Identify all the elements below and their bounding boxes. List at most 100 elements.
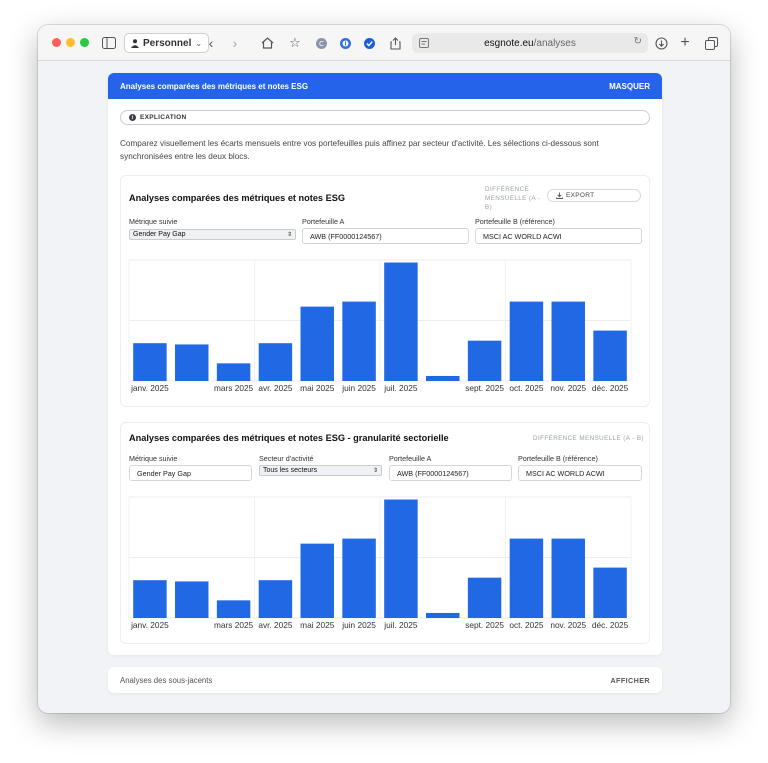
chart-bar[interactable] [467,577,502,618]
x-tick-label: mars 2025 [214,620,254,630]
panel-title: Analyses comparées des métriques et note… [129,433,449,443]
checkmark-extension-icon[interactable] [360,34,378,52]
reload-icon[interactable]: ↻ [633,36,642,47]
x-tick-label: janv. 2025 [130,620,169,630]
svg-text:C: C [319,40,324,48]
chart-bar[interactable] [216,600,251,618]
portfolio-a-label: Portefeuille A [389,454,432,463]
panel-subtitle: DIFFÉRENCE MENSUELLE (A - B) [485,186,541,211]
portfolio-a-field[interactable]: AWB (FF0000124567) [389,465,512,481]
extension-shield-icon[interactable]: C [312,34,330,52]
explanation-label: EXPLICATION [140,114,187,121]
x-tick-label: sept. 2025 [465,620,504,630]
reader-icon[interactable] [419,38,429,48]
portfolio-a-label: Portefeuille A [302,217,345,226]
sector-comparison-panel: Analyses comparées des métriques et note… [120,422,650,644]
intro-text: Comparez visuellement les écarts mensuel… [120,139,599,161]
chart-bar[interactable] [300,543,334,618]
export-button[interactable]: EXPORT [547,189,641,202]
chart-bar[interactable] [258,343,293,381]
chart-bar[interactable] [426,612,460,618]
x-tick-label: mai 2025 [300,620,335,630]
chevron-down-icon: ⌄ [195,38,203,48]
close-window-button[interactable] [52,38,61,47]
panel-title: Analyses comparées des métriques et note… [129,193,345,203]
show-section-button[interactable]: AFFICHER [610,675,650,685]
forward-icon[interactable]: › [232,35,238,51]
chart-bar[interactable] [384,262,418,381]
x-tick-label: juil. 2025 [383,383,418,393]
profile-selector[interactable]: Personnel ⌄ [124,33,210,53]
sector-select[interactable]: Tous les secteurs ⇕ [259,465,382,476]
url-domain: esgnote.eu [484,37,534,49]
x-tick-label: nov. 2025 [550,620,586,630]
hide-section-button[interactable]: MASQUER [609,81,650,91]
x-tick-label: mai 2025 [300,383,335,393]
downloads-icon[interactable] [652,34,670,52]
chart-bar[interactable] [342,538,376,618]
x-tick-label: mars 2025 [214,383,254,393]
panel-subtitle: DIFFÉRENCE MENSUELLE (A - B) [533,435,644,442]
chart-bar[interactable] [426,375,460,381]
chart-bar[interactable] [384,499,418,618]
password-manager-icon[interactable] [336,34,354,52]
chart-bar[interactable] [300,306,334,381]
address-bar[interactable]: esgnote.eu/analyses ↻ [412,33,648,53]
url-path: /analyses [533,37,576,49]
chart-bar[interactable] [175,344,209,381]
minimize-window-button[interactable] [66,38,75,47]
download-icon [556,192,563,199]
chart-bar[interactable] [133,343,167,381]
explanation-toggle[interactable]: i EXPLICATION [120,110,650,125]
sector-select-value: Tous les secteurs [263,467,318,474]
chart-bar[interactable] [509,538,544,618]
chart-bar[interactable] [342,301,376,381]
x-tick-label: sept. 2025 [465,383,504,393]
x-tick-label: janv. 2025 [130,383,169,393]
metric-label: Métrique suivie [129,454,178,463]
x-tick-label: juin 2025 [341,620,376,630]
section-title: Analyses comparées des métriques et note… [120,81,309,91]
zoom-window-button[interactable] [80,38,89,47]
bookmark-star-icon[interactable]: ☆ [289,35,301,50]
browser-window: Personnel ⌄ ‹ › ☆ C esgnote.eu/analyses … [38,25,730,713]
metric-field[interactable]: Gender Pay Gap [129,465,252,481]
portfolio-a-field[interactable]: AWB (FF0000124567) [302,228,469,244]
x-tick-label: oct. 2025 [509,620,544,630]
x-tick-label: nov. 2025 [550,383,586,393]
chart-gridlines [128,496,632,619]
esg-analysis-section: Analyses comparées des métriques et note… [108,73,662,655]
home-icon[interactable] [258,34,276,52]
chart-bar[interactable] [258,580,293,618]
select-arrows-icon: ⇕ [286,232,292,238]
chart-bar[interactable] [133,580,167,618]
chart-bar[interactable] [551,538,585,618]
chart-bar[interactable] [467,340,502,381]
sidebar-icon[interactable] [100,34,118,52]
portfolio-b-label: Portefeuille B (référence) [518,454,598,463]
x-tick-label: déc. 2025 [592,383,629,393]
underlying-analysis-section: Analyses des sous-jacents AFFICHER [108,667,662,693]
chart-bar[interactable] [593,330,627,381]
comparison-panel: Analyses comparées des métriques et note… [120,175,650,407]
metric-select[interactable]: Gender Pay Gap ⇕ [129,229,296,240]
chart-bar[interactable] [551,301,585,381]
underlying-section-title: Analyses des sous-jacents [120,675,213,685]
share-icon[interactable] [386,34,404,52]
chart-bar[interactable] [593,567,627,618]
x-tick-label: avr. 2025 [258,620,293,630]
metric-label: Métrique suivie [129,217,178,226]
chart-gridlines [128,259,632,382]
chart-bar[interactable] [216,363,251,381]
portfolio-b-field[interactable]: MSCI AC WORLD ACWI [518,465,642,481]
sector-label: Secteur d'activité [259,454,314,463]
back-icon[interactable]: ‹ [208,35,214,51]
monthly-difference-chart: janv. 2025 mars 2025 avr. 2025 mai 2025 juin… [128,259,632,393]
portfolio-b-field[interactable]: MSCI AC WORLD ACWI [475,228,642,244]
tab-overview-icon[interactable] [702,34,720,52]
new-tab-icon[interactable]: + [680,34,690,51]
chart-bar[interactable] [175,581,209,618]
chart-bar[interactable] [509,301,544,381]
x-tick-label: juin 2025 [341,383,376,393]
portfolio-b-label: Portefeuille B (référence) [475,217,555,226]
